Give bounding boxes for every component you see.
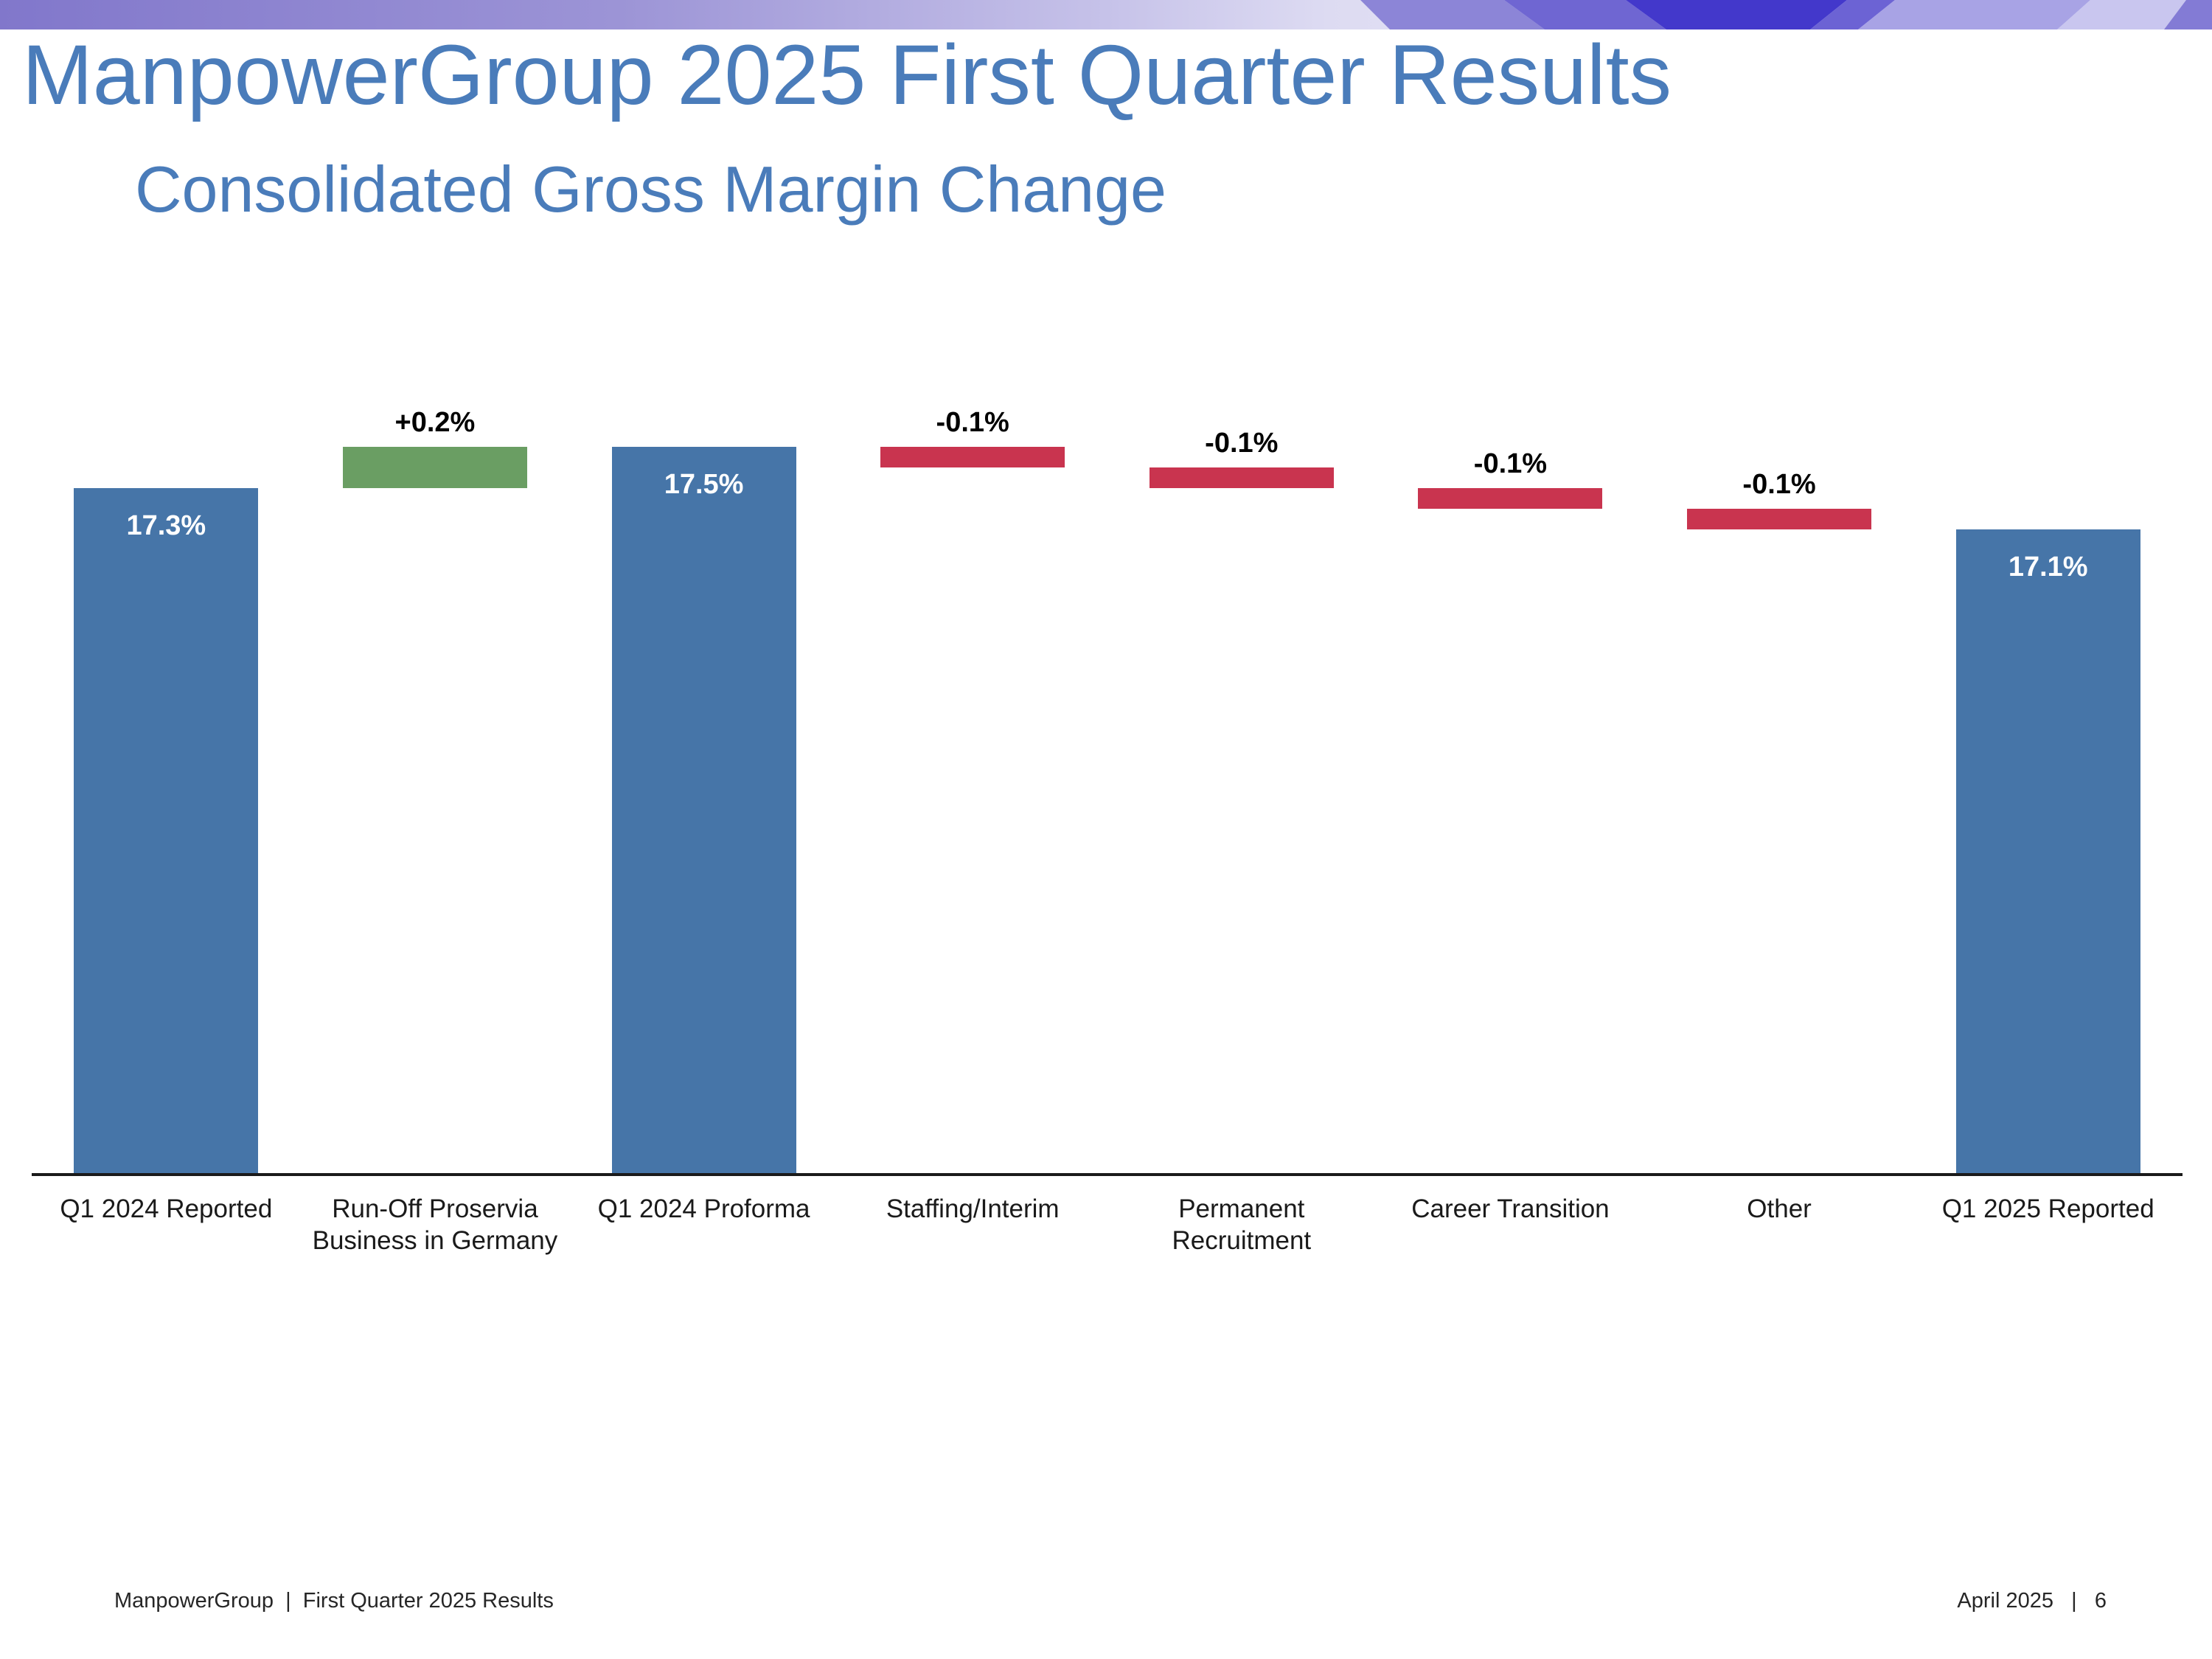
waterfall-bar-permanent-recruitment [1149,467,1334,488]
waterfall-bar-q1-2024-proforma [611,446,796,1175]
value-label-staffing-interim: -0.1% [936,406,1009,438]
waterfall-bar-career-transition [1418,487,1603,509]
x-axis-line [32,1173,2183,1176]
waterfall-bar-q1-2024-reported [74,487,259,1175]
banner-wedge [1626,0,1847,29]
banner-wedge [2057,0,2186,29]
waterfall-bar-q1-2025-reported [1955,529,2140,1175]
value-label-other: -0.1% [1742,469,1816,501]
category-label-career-transition: Career Transition [1411,1194,1610,1223]
category-label-q1-2024-reported: Q1 2024 Reported [60,1194,273,1223]
category-label-run-off-proservia-business-in-germany: Run-Off Proservia Business in Germany [312,1194,558,1255]
chart-title: Consolidated Gross Margin Change [135,153,1166,226]
category-label-q1-2024-proforma: Q1 2024 Proforma [597,1194,810,1223]
value-label-q1-2025-reported: 17.1% [2008,552,2088,583]
banner-wedge [2164,0,2212,29]
banner-wedge [1504,0,1666,29]
category-label-permanent-recruitment: Permanent Recruitment [1172,1194,1312,1255]
value-label-career-transition: -0.1% [1473,448,1548,479]
value-label-q1-2024-reported: 17.3% [126,509,206,541]
banner-wedge [1810,0,1895,29]
value-label-q1-2024-proforma: 17.5% [664,468,744,500]
banner-decoration [0,0,2212,29]
value-label-run-off-proservia-business-in-germany: +0.2% [394,406,476,438]
page-title: ManpowerGroup 2025 First Quarter Results [22,28,1672,122]
category-label-q1-2025-reported: Q1 2025 Reported [1941,1194,2154,1223]
footer-right: April 2025 | 6 [1957,1589,2107,1613]
waterfall-bar-other [1687,509,1872,530]
banner-wedge [1360,0,1545,29]
footer-left: ManpowerGroup | First Quarter 2025 Resul… [114,1589,554,1613]
category-label-other: Other [1747,1194,1812,1223]
banner-wedge [1858,0,2090,29]
waterfall-bar-run-off-proservia-business-in-germany [342,446,527,488]
waterfall-bar-staffing-interim [880,446,1065,467]
banner-fan-graphic [1360,0,2212,29]
category-label-staffing-interim: Staffing/Interim [886,1194,1060,1223]
value-label-permanent-recruitment: -0.1% [1205,427,1279,459]
